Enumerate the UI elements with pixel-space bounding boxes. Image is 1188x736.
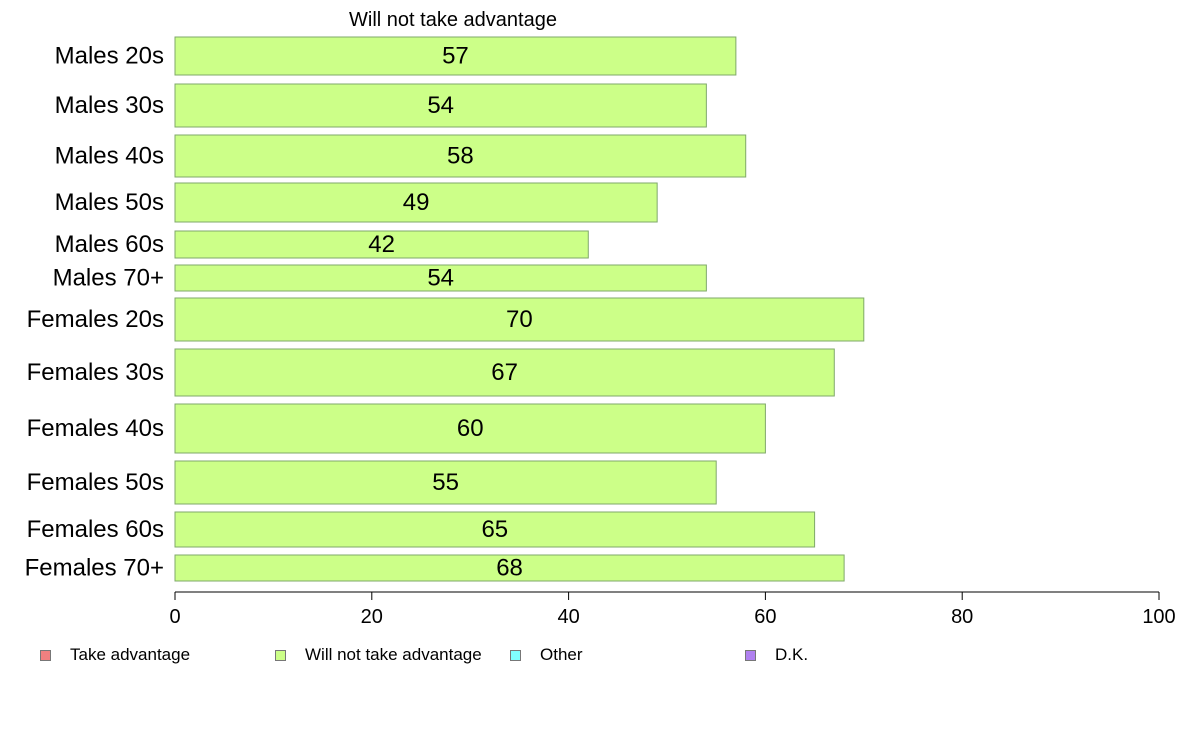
- data-label: 49: [403, 189, 430, 216]
- category-label: Males 70+: [53, 265, 164, 292]
- data-label: 54: [427, 265, 454, 292]
- data-label: 58: [447, 143, 474, 170]
- category-label: Females 60s: [27, 516, 164, 543]
- x-tick-label: 20: [361, 606, 383, 628]
- bar: [174, 403, 766, 454]
- bar: [174, 264, 707, 292]
- data-label: 57: [442, 43, 469, 70]
- data-label: 67: [491, 359, 518, 386]
- legend-label: Take advantage: [70, 645, 191, 664]
- category-label: Females 50s: [27, 469, 164, 496]
- data-label: 60: [457, 415, 484, 442]
- legend-label: D.K.: [775, 645, 809, 664]
- category-label: Males 60s: [55, 231, 164, 258]
- legend-swatch: [745, 649, 756, 661]
- legend-swatch: [275, 649, 286, 661]
- legend: Take advantage Will not take advantage O…: [0, 645, 1188, 667]
- legend-item-other: Other: [510, 645, 583, 665]
- legend-item-will-not-take-advantage: Will not take advantage: [275, 645, 482, 665]
- data-label: 70: [506, 306, 533, 333]
- category-label: Males 50s: [55, 189, 164, 216]
- data-label: 42: [368, 231, 395, 258]
- bar: [174, 348, 835, 397]
- bar: [174, 134, 747, 178]
- data-label: 65: [481, 516, 508, 543]
- category-label: Females 20s: [27, 306, 164, 333]
- data-label: 54: [427, 92, 454, 119]
- category-label: Females 40s: [27, 415, 164, 442]
- bar: [174, 511, 816, 548]
- x-tick-label: 100: [1142, 606, 1175, 628]
- category-label: Females 70+: [25, 555, 164, 582]
- legend-swatch: [510, 649, 521, 661]
- legend-swatch: [40, 649, 51, 661]
- bar: [174, 182, 658, 223]
- x-tick-label: 60: [754, 606, 776, 628]
- x-tick-label: 40: [557, 606, 579, 628]
- legend-label: Other: [540, 645, 583, 664]
- data-label: 68: [496, 555, 523, 582]
- legend-item-dk: D.K.: [745, 645, 808, 665]
- category-label: Males 20s: [55, 43, 164, 70]
- bar: [174, 230, 589, 259]
- category-label: Males 40s: [55, 143, 164, 170]
- category-label: Females 30s: [27, 359, 164, 386]
- bar: [174, 36, 737, 76]
- category-label: Males 30s: [55, 92, 164, 119]
- bar: [174, 554, 845, 582]
- chart-title: Will not take advantage: [349, 9, 557, 31]
- x-tick-label: 0: [169, 606, 180, 628]
- legend-item-take-advantage: Take advantage: [40, 645, 190, 665]
- legend-label: Will not take advantage: [305, 645, 482, 664]
- x-tick-label: 80: [951, 606, 973, 628]
- data-label: 55: [432, 469, 459, 496]
- bar: [174, 83, 707, 128]
- bar: [174, 297, 865, 342]
- bar: [174, 460, 717, 505]
